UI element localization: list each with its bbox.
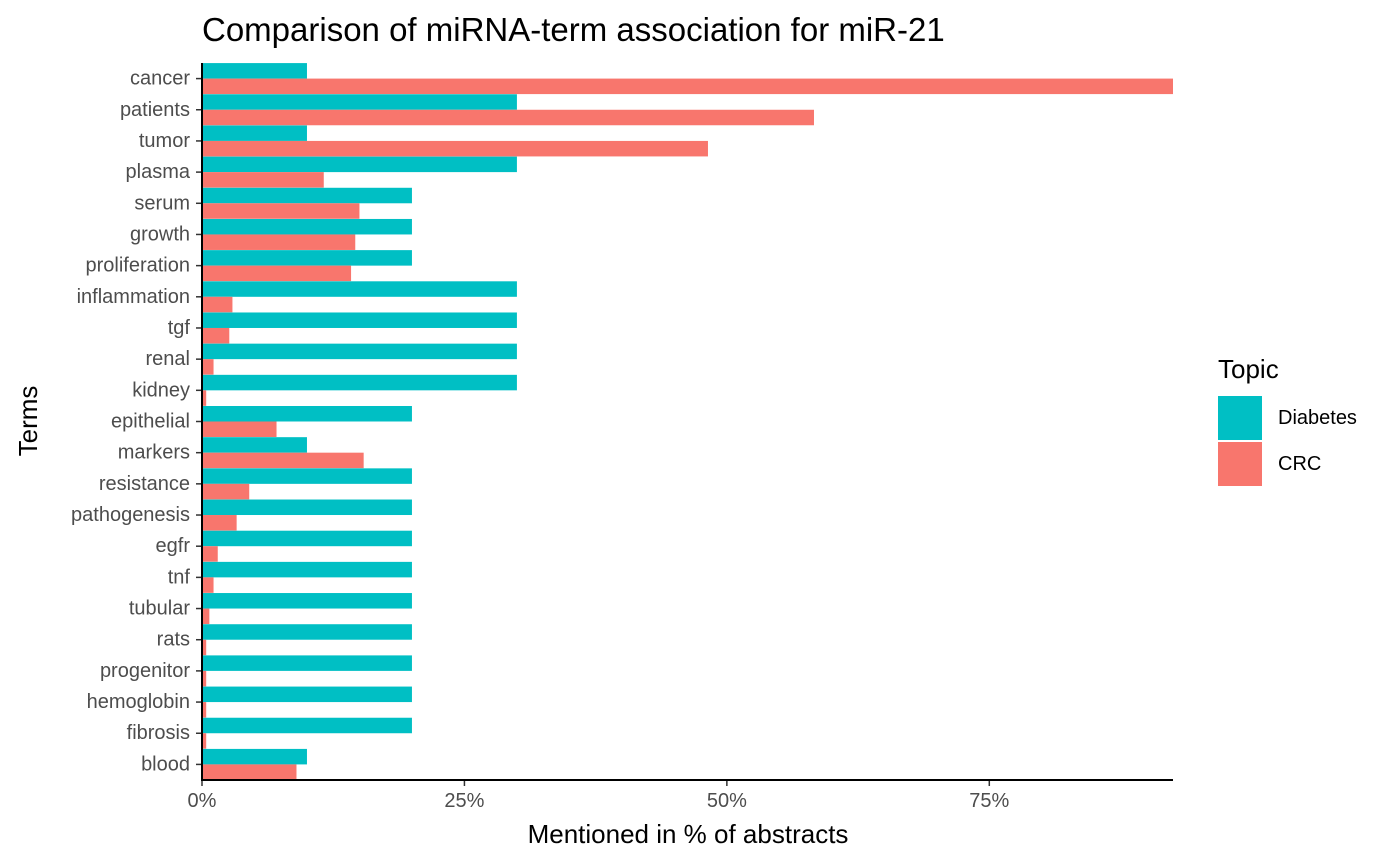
legend: Topic Diabetes CRC — [1218, 354, 1357, 486]
bar-crc-rats — [202, 639, 207, 656]
bar-crc-tubular — [202, 608, 210, 625]
bar-diabetes-progenitor — [202, 655, 412, 671]
bar-crc-plasma — [202, 172, 324, 188]
bar-diabetes-proliferation — [202, 250, 412, 266]
bar-crc-growth — [202, 234, 356, 250]
bar-diabetes-tnf — [202, 561, 412, 578]
y-tick-label-markers: markers — [118, 442, 190, 464]
bar-crc-hemoglobin — [202, 702, 207, 718]
bar-diabetes-tgf — [202, 312, 517, 328]
y-tick-label-egfr: egfr — [156, 535, 191, 557]
bar-crc-blood — [202, 764, 297, 780]
legend-key-crc — [1218, 442, 1262, 486]
x-axis-title: Mentioned in % of abstracts — [528, 819, 849, 849]
y-tick-label-rats: rats — [157, 629, 190, 651]
bar-crc-inflammation — [202, 296, 233, 313]
y-tick-label-cancer: cancer — [130, 68, 190, 90]
y-tick-label-epithelial: epithelial — [111, 411, 190, 433]
bar-diabetes-tubular — [202, 593, 412, 609]
bar-diabetes-epithelial — [202, 406, 412, 422]
bar-diabetes-fibrosis — [202, 717, 412, 734]
y-tick-label-hemoglobin: hemoglobin — [87, 691, 190, 713]
y-tick-label-plasma: plasma — [126, 161, 191, 183]
bar-diabetes-hemoglobin — [202, 686, 412, 703]
y-axis-ticks: cancer patients tumor plasma serum growth prol… — [71, 68, 202, 775]
y-tick-label-growth: growth — [130, 223, 190, 245]
legend-items: Diabetes CRC — [1218, 396, 1357, 486]
y-tick-label-patients: patients — [120, 99, 190, 121]
bar-crc-fibrosis — [202, 733, 207, 749]
y-tick-label-serum: serum — [134, 192, 190, 214]
y-axis-title: Terms — [13, 386, 43, 457]
bar-diabetes-markers — [202, 437, 307, 453]
bar-diabetes-plasma — [202, 156, 517, 173]
y-tick-label-kidney: kidney — [132, 379, 190, 401]
bar-diabetes-cancer — [202, 63, 307, 79]
y-tick-label-resistance: resistance — [99, 473, 190, 495]
chart-title: Comparison of miRNA-term association for… — [202, 11, 945, 48]
bar-diabetes-renal — [202, 343, 517, 360]
bar-diabetes-tumor — [202, 125, 307, 141]
bar-diabetes-kidney — [202, 374, 517, 391]
bar-diabetes-egfr — [202, 530, 412, 547]
bar-crc-serum — [202, 203, 360, 219]
bar-crc-tgf — [202, 327, 230, 344]
bar-diabetes-rats — [202, 624, 412, 640]
x-axis-ticks: 0% 25% 50% 75% — [188, 780, 1010, 812]
legend-label-diabetes: Diabetes — [1278, 407, 1357, 429]
y-tick-label-blood: blood — [141, 753, 190, 775]
bar-crc-egfr — [202, 546, 218, 562]
bar-diabetes-pathogenesis — [202, 499, 412, 516]
legend-label-crc: CRC — [1278, 453, 1321, 475]
bar-crc-tumor — [202, 140, 708, 157]
y-tick-label-pathogenesis: pathogenesis — [71, 504, 190, 526]
bar-crc-proliferation — [202, 265, 352, 282]
legend-title: Topic — [1218, 354, 1279, 384]
y-tick-label-fibrosis: fibrosis — [127, 722, 190, 744]
bar-crc-renal — [202, 359, 214, 375]
y-tick-label-progenitor: progenitor — [100, 660, 190, 682]
y-tick-label-tumor: tumor — [139, 130, 190, 152]
y-tick-label-tgf: tgf — [168, 317, 191, 339]
y-tick-label-tnf: tnf — [168, 566, 191, 588]
bar-crc-markers — [202, 452, 364, 469]
bar-diabetes-resistance — [202, 468, 412, 484]
y-tick-label-proliferation: proliferation — [85, 255, 190, 277]
x-tick-label-25: 25% — [444, 790, 484, 812]
y-tick-label-tubular: tubular — [129, 598, 190, 620]
bar-diabetes-inflammation — [202, 281, 517, 297]
bar-crc-pathogenesis — [202, 515, 237, 531]
y-tick-label-inflammation: inflammation — [77, 286, 190, 308]
bar-diabetes-patients — [202, 94, 517, 110]
legend-key-diabetes — [1218, 396, 1262, 440]
bar-crc-resistance — [202, 483, 250, 500]
bar-crc-patients — [202, 109, 814, 126]
bars-group — [202, 63, 1173, 780]
x-tick-label-50: 50% — [707, 790, 747, 812]
bar-crc-progenitor — [202, 670, 207, 687]
bar-diabetes-serum — [202, 187, 412, 204]
y-tick-label-renal: renal — [146, 348, 190, 370]
bar-crc-epithelial — [202, 421, 277, 437]
x-tick-label-0: 0% — [188, 790, 217, 812]
bar-crc-kidney — [202, 390, 207, 406]
bar-diabetes-growth — [202, 218, 412, 235]
bar-crc-tnf — [202, 577, 214, 593]
bar-crc-cancer — [202, 78, 1173, 95]
x-tick-label-75: 75% — [969, 790, 1009, 812]
bar-diabetes-blood — [202, 748, 307, 765]
